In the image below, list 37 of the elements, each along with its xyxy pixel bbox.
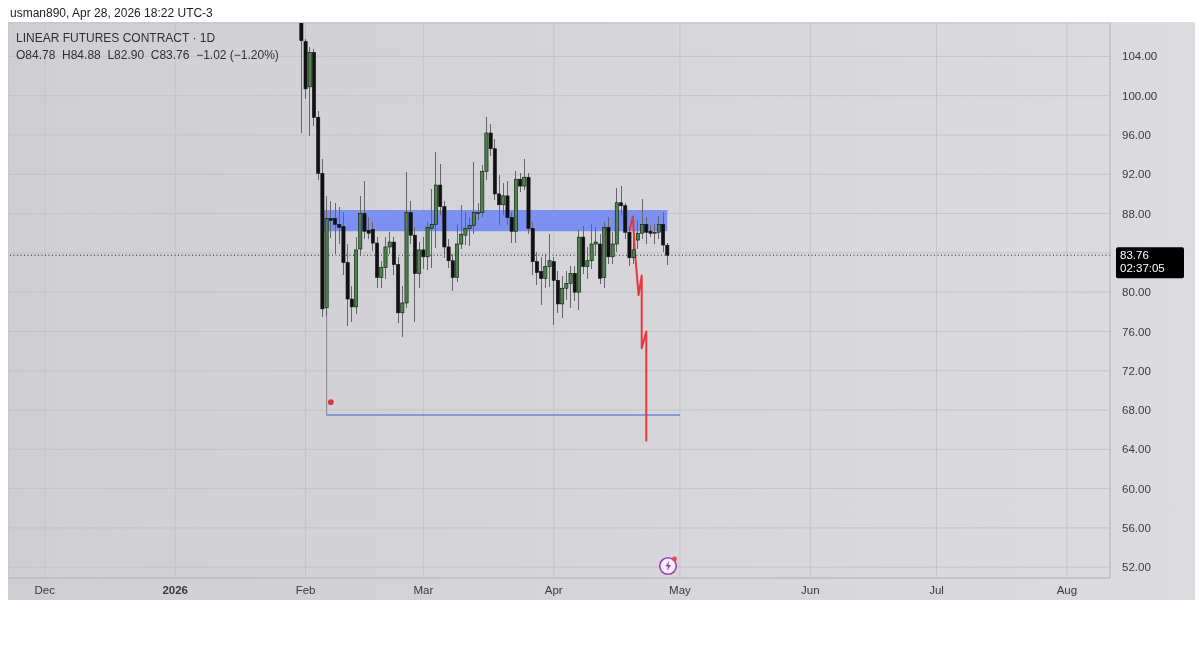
y-tick-label: 88.00 <box>1122 207 1151 220</box>
text: 02:37:05 <box>1120 262 1165 275</box>
candlestick <box>568 266 573 309</box>
y-tick-label: 60.00 <box>1122 482 1151 495</box>
y-tick-label: 80.00 <box>1122 286 1151 299</box>
candlestick <box>501 182 506 215</box>
y-tick-label: 96.00 <box>1122 129 1151 142</box>
y-tick-label: 52.00 <box>1122 561 1151 574</box>
x-tick-label: Apr <box>544 584 563 596</box>
y-tick-label: 104.00 <box>1122 50 1158 63</box>
text: O84.78 H84.88 L82.90 C83.76 −1.02 (−1.20%) <box>16 48 279 62</box>
x-tick-label: Jul <box>929 584 944 596</box>
candlestick <box>539 256 544 306</box>
candlestick <box>333 202 337 255</box>
text: usman890, Apr 28, 2026 18:22 UTC-3 <box>10 6 213 20</box>
x-tick-label: May <box>669 584 692 596</box>
text: LINEAR FUTURES CONTRACT · 1D <box>16 31 216 45</box>
candlestick <box>631 236 636 264</box>
y-tick-label: 56.00 <box>1122 521 1151 534</box>
y-tick-label: 68.00 <box>1122 404 1151 417</box>
x-tick-label: Mar <box>413 584 434 596</box>
y-tick-label: 64.00 <box>1122 443 1151 456</box>
candlestick <box>644 217 649 245</box>
x-tick-label: Jun <box>801 584 820 596</box>
y-tick-label: 72.00 <box>1122 364 1151 377</box>
x-tick-label: Feb <box>295 584 316 596</box>
x-tick-label: Dec <box>34 584 56 596</box>
candlestick <box>635 220 640 250</box>
x-tick-label: 2026 <box>162 584 188 596</box>
ref-line-label: 83.76 <box>1120 249 1149 262</box>
y-tick-label: 92.00 <box>1122 168 1151 181</box>
candlestick <box>471 162 476 235</box>
y-tick-label: 100.00 <box>1122 89 1158 102</box>
x-tick-label: Aug <box>1056 584 1078 596</box>
candlestick <box>560 276 565 318</box>
y-tick-label: 76.00 <box>1122 325 1151 338</box>
candlestick <box>299 23 304 134</box>
